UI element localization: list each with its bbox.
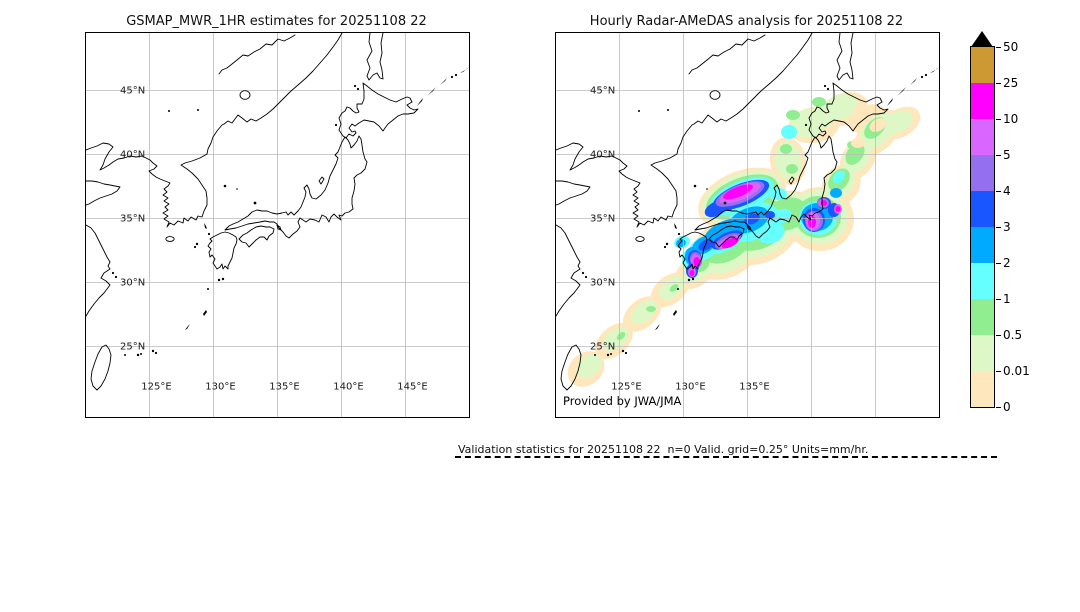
lat-label: 25°N: [120, 342, 145, 353]
precip-level-10-25: [689, 184, 841, 276]
lat-labels: 45°N 40°N 35°N 30°N 25°N: [590, 86, 615, 353]
lon-label: 145°E: [397, 382, 427, 393]
lat-label: 45°N: [120, 86, 145, 97]
lon-label: 140°E: [333, 382, 363, 393]
validation-underline: [455, 456, 997, 458]
lat-label: 35°N: [120, 214, 145, 225]
colorbar-tick-label: 10: [1003, 112, 1019, 126]
validation-note: Validation statistics for 20251108 22 n=…: [458, 443, 869, 456]
colorbar-tick-mark: [996, 298, 1001, 300]
lon-labels: 125°E 130°E 135°E: [611, 382, 769, 393]
lat-label: 25°N: [590, 342, 615, 353]
colorbar-tick-mark: [996, 82, 1001, 84]
colorbar-tick-label: 0: [1003, 400, 1011, 414]
colorbar-segment: [971, 155, 994, 191]
precipitation-layer: [567, 91, 921, 387]
colorbar-tick-mark: [996, 154, 1001, 156]
left-map-title: GSMAP_MWR_1HR estimates for 20251108 22: [126, 14, 427, 29]
colorbar-segment: [971, 83, 994, 119]
colorbar-tick-label: 2: [1003, 256, 1011, 270]
lat-label: 30°N: [590, 278, 615, 289]
colorbar-segment: [971, 263, 994, 299]
lat-label: 45°N: [590, 86, 615, 97]
colorbar-segment: [971, 335, 994, 371]
lat-label: 40°N: [120, 150, 145, 161]
colorbar-segment: [971, 299, 994, 335]
lon-label: 135°E: [739, 382, 769, 393]
colorbar-segment: [971, 371, 994, 407]
colorbar-tick-mark: [996, 334, 1001, 336]
lat-label: 35°N: [590, 214, 615, 225]
colorbar-tick-label: 0.01: [1003, 364, 1030, 378]
colorbar-tick-mark: [996, 226, 1001, 228]
right-map-title: Hourly Radar-AMeDAS analysis for 2025110…: [589, 14, 904, 29]
lat-label: 30°N: [120, 278, 145, 289]
lon-label: 135°E: [269, 382, 299, 393]
colorbar-tick-mark: [996, 118, 1001, 120]
colorbar-segments: [970, 46, 995, 408]
lon-label: 125°E: [141, 382, 171, 393]
colorbar-segment: [971, 227, 994, 263]
colorbar-tick-label: 5: [1003, 148, 1011, 162]
colorbar-tick-mark: [996, 190, 1001, 192]
colorbar-tick-label: 4: [1003, 184, 1011, 198]
credit-label: Provided by JWA/JMA: [563, 394, 682, 408]
colorbar-tick-label: 50: [1003, 40, 1019, 54]
lon-label: 130°E: [675, 382, 705, 393]
colorbar-tick-label: 1: [1003, 292, 1011, 306]
colorbar-segment: [971, 119, 994, 155]
colorbar-segment: [971, 191, 994, 227]
colorbar-tick-label: 3: [1003, 220, 1011, 234]
lon-labels: 125°E 130°E 135°E 140°E 145°E: [141, 382, 427, 393]
lat-labels: 45°N 40°N 35°N 30°N 25°N: [120, 86, 145, 353]
lon-label: 130°E: [205, 382, 235, 393]
colorbar-tick-label: 0.5: [1003, 328, 1023, 342]
precip-peach-patches: [821, 103, 887, 148]
colorbar-segment: [971, 47, 994, 83]
lon-label: 125°E: [611, 382, 641, 393]
radar-amedas-map-panel: 45°N 40°N 35°N 30°N 25°N 125°E 130°E 135…: [555, 32, 940, 418]
colorbar-tick-mark: [996, 406, 1001, 408]
gsmap-map-panel: 45°N 40°N 35°N 30°N 25°N 125°E 130°E 135…: [85, 32, 470, 418]
colorbar-tick-label: 25: [1003, 76, 1019, 90]
colorbar-tick-mark: [996, 46, 1001, 48]
colorbar-tick-mark: [996, 262, 1001, 264]
lat-label: 40°N: [590, 150, 615, 161]
colorbar-overflow-triangle: [971, 31, 993, 47]
colorbar-tick-mark: [996, 370, 1001, 372]
